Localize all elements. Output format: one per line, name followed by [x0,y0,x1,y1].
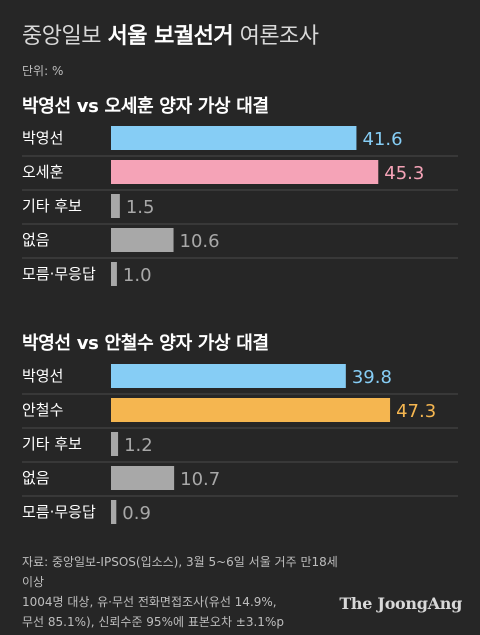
bar [111,466,175,490]
category-label: 없음 [22,469,50,487]
bar [111,160,379,184]
category-label: 없음 [22,231,50,249]
value-label: 1.0 [123,265,152,286]
value-label: 10.7 [180,469,220,490]
category-label: 모름·무응답 [22,265,96,283]
bar [111,500,117,524]
title-emphasis: 서울 보궐선거 [107,24,234,49]
value-label: 45.3 [384,163,424,184]
value-label: 10.6 [180,231,220,252]
bar [111,228,174,252]
value-label: 39.8 [352,367,392,388]
category-label: 기타 후보 [22,435,82,453]
unit-label: 단위: % [22,64,64,78]
category-label: 박영선 [22,367,63,385]
value-label: 1.5 [126,197,155,218]
value-label: 1.2 [124,435,153,456]
chart-1: 박영선 41.6 오세훈 45.3 기타 후보 1.5 없음 10.6 모름·무응답 1.0 [22,126,458,286]
value-label: 41.6 [362,129,402,150]
chart-2: 박영선 39.8 안철수 47.3 기타 후보 1.2 없음 10.7 모름·무응답 0.9 [22,364,458,524]
bar [111,432,119,456]
bar [111,126,357,150]
category-label: 모름·무응답 [22,503,96,521]
bar [111,364,346,388]
chart-2-title: 박영선 vs 안철수 양자 가상 대결 [22,333,269,354]
category-label: 안철수 [22,401,63,419]
title-prefix: 중앙일보 [22,24,101,49]
chart-1-title: 박영선 vs 오세훈 양자 가상 대결 [22,96,269,117]
category-label: 기타 후보 [22,197,82,215]
page-title: 중앙일보 서울 보궐선거 여론조사 [22,18,319,50]
source-line: 무선 85.1%), 신뢰수준 95%에 표본오차 ±3.1%p [22,615,284,629]
bar [111,398,391,422]
source-note: 자료: 중앙일보-IPSOS(입소스), 3월 5~6일 서울 거주 만18세 … [22,552,352,632]
category-label: 오세훈 [22,163,63,181]
value-label: 0.9 [122,503,151,524]
value-label: 47.3 [396,401,436,422]
category-label: 박영선 [22,129,63,147]
publisher-logo: The JoongAng [339,594,462,613]
source-line: 자료: 중앙일보-IPSOS(입소스), 3월 5~6일 서울 거주 만18세 … [22,555,338,589]
bar [111,194,120,218]
bar [111,262,117,286]
title-suffix: 여론조사 [239,24,319,49]
source-line: 1004명 대상, 유·무선 전화면접조사(유선 14.9%, [22,595,277,609]
